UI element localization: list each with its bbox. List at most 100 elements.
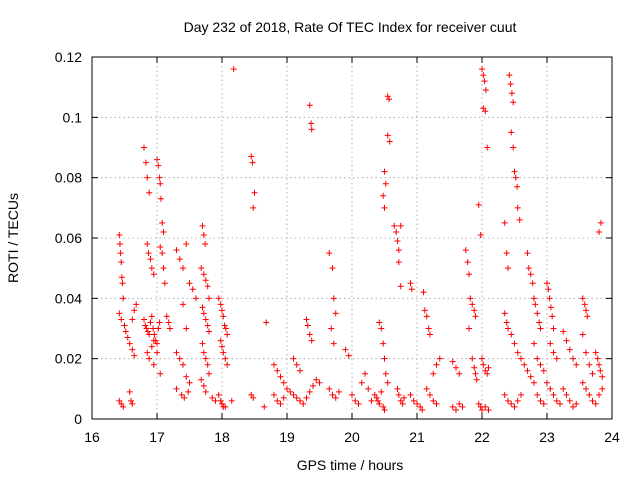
data-point [222, 325, 229, 332]
data-point [449, 403, 456, 410]
data-point [485, 364, 492, 371]
data-point [297, 367, 303, 374]
data-point [376, 319, 383, 326]
data-point [143, 325, 150, 332]
data-point [173, 349, 180, 356]
data-point [358, 379, 365, 386]
data-point [131, 307, 138, 314]
data-point [407, 280, 414, 287]
data-point [222, 403, 229, 410]
data-point [433, 361, 440, 368]
data-point [116, 310, 123, 317]
data-point [352, 397, 359, 404]
data-point [118, 400, 125, 407]
data-point [501, 219, 508, 226]
data-point [477, 231, 484, 238]
data-point [384, 93, 391, 100]
data-point [566, 397, 573, 404]
data-point [304, 322, 311, 329]
data-point [199, 222, 206, 229]
data-point [482, 367, 489, 374]
data-point [532, 301, 539, 308]
data-point [129, 400, 136, 407]
data-point [597, 219, 604, 226]
data-point [508, 90, 515, 97]
data-point [384, 132, 391, 139]
data-point [391, 222, 398, 229]
data-point [215, 295, 222, 302]
data-point [471, 364, 478, 371]
data-point [581, 301, 588, 308]
data-point [550, 391, 557, 398]
data-point [251, 189, 258, 196]
data-point [365, 385, 372, 392]
data-point [393, 228, 400, 235]
data-point [467, 295, 474, 302]
data-point [200, 271, 207, 278]
data-point [249, 159, 256, 166]
y-tick-label: 0.06 [55, 230, 82, 246]
data-point [399, 400, 406, 407]
data-point [142, 159, 149, 166]
data-point [263, 319, 270, 326]
data-point [512, 174, 519, 181]
axis-ticks: 16 17 18 19 20 21 22 23 24 0 0.02 0.04 0.06 0.08 0.1 0.… [55, 49, 620, 445]
data-point [199, 304, 206, 311]
data-point [147, 319, 154, 326]
data-point [160, 265, 167, 272]
data-point [423, 385, 430, 392]
data-point [417, 403, 424, 410]
data-point [155, 325, 162, 332]
data-point [482, 87, 489, 94]
data-point [330, 340, 337, 347]
data-point [401, 394, 407, 401]
data-point [453, 406, 459, 413]
x-tick-label: 19 [279, 429, 295, 445]
data-point [524, 250, 531, 257]
data-point [586, 391, 593, 398]
data-point [200, 231, 207, 238]
data-point [531, 379, 537, 386]
x-tick-label: 24 [604, 429, 620, 445]
data-point [155, 162, 162, 169]
data-point [518, 391, 524, 398]
data-point [290, 355, 297, 362]
data-point [378, 388, 385, 395]
data-point [212, 397, 219, 404]
data-point [204, 322, 211, 329]
data-point [549, 313, 556, 320]
data-point [584, 313, 591, 320]
data-point [394, 385, 401, 392]
data-point [161, 280, 168, 287]
data-point [200, 382, 207, 389]
data-point [274, 367, 281, 374]
data-point [154, 349, 160, 356]
data-point [382, 370, 389, 377]
data-point [514, 183, 521, 190]
data-point [453, 364, 459, 371]
data-point [599, 385, 606, 392]
data-point [381, 355, 388, 362]
data-point [427, 331, 433, 338]
data-point [199, 340, 206, 347]
data-point [176, 256, 183, 263]
y-tick-label: 0.04 [55, 290, 82, 306]
data-point [150, 325, 157, 332]
data-point [280, 379, 287, 386]
y-tick-label: 0 [74, 411, 82, 427]
data-point [284, 385, 290, 392]
data-point [410, 397, 417, 404]
data-point [544, 280, 550, 287]
data-point [274, 397, 281, 404]
data-point [204, 361, 211, 368]
x-tick-label: 18 [214, 429, 230, 445]
data-point [397, 283, 404, 290]
data-point [165, 319, 172, 326]
data-point [505, 397, 511, 404]
data-point [150, 361, 157, 368]
data-point [484, 370, 491, 377]
data-point [217, 397, 224, 404]
data-point [459, 403, 466, 410]
data-point [217, 301, 224, 308]
data-point [563, 337, 570, 344]
